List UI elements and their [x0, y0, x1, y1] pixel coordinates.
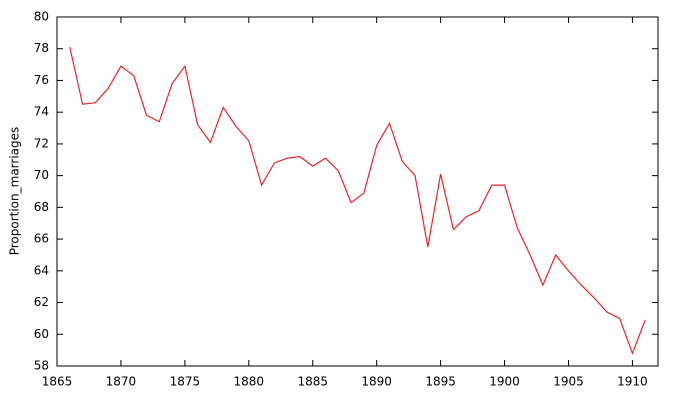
y-tick-label: 80 — [34, 10, 49, 24]
y-tick-label: 68 — [34, 200, 49, 214]
x-tick-label: 1895 — [425, 375, 456, 389]
x-tick-label: 1910 — [617, 375, 648, 389]
x-tick-label: 1885 — [297, 375, 328, 389]
y-tick-label: 72 — [34, 136, 49, 150]
data-line — [69, 47, 646, 356]
y-tick-label: 66 — [34, 232, 49, 246]
y-tick-label: 76 — [34, 73, 49, 87]
plot-frame — [56, 16, 659, 367]
y-tick-label: 58 — [34, 359, 49, 373]
y-tick-label: 62 — [34, 295, 49, 309]
y-tick-label: 78 — [34, 41, 49, 55]
y-axis-label: Proportion_marriages — [8, 127, 22, 256]
x-tick-label: 1865 — [42, 375, 73, 389]
y-tick-label: 60 — [34, 327, 49, 341]
x-tick-label: 1875 — [170, 375, 201, 389]
y-tick-label: 74 — [34, 105, 49, 119]
x-tick-label: 1900 — [489, 375, 520, 389]
x-tick-label: 1870 — [106, 375, 137, 389]
x-tick-label: 1890 — [361, 375, 392, 389]
x-tick-label: 1880 — [234, 375, 265, 389]
y-tick-label: 70 — [34, 168, 49, 182]
x-tick-label: 1905 — [553, 375, 584, 389]
y-tick-label: 64 — [34, 263, 49, 277]
